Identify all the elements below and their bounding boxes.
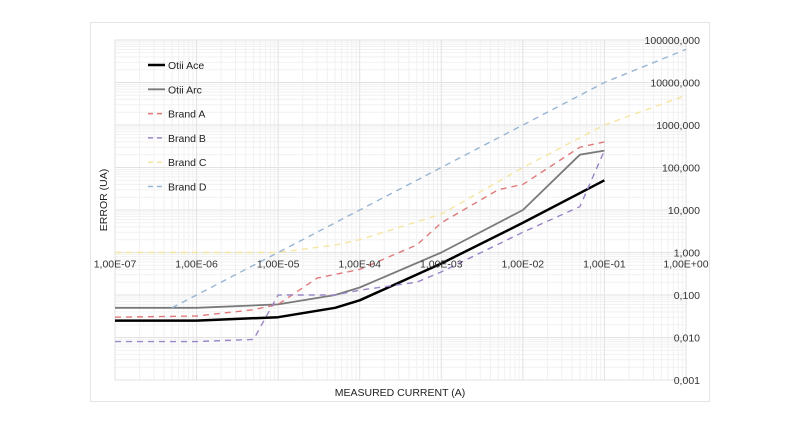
series-line-brand-a [114, 141, 605, 318]
legend-label: Brand A [168, 109, 205, 121]
series-line-brand-d [171, 48, 687, 309]
legend-label: Otii Ace [168, 60, 204, 72]
x-tick-label: 1,00E+00 [663, 259, 708, 271]
x-tick-label: 1,00E-07 [94, 259, 137, 271]
x-tick-label: 1,00E-01 [583, 259, 626, 271]
y-tick-label: 10000,000 [650, 78, 700, 90]
legend-label: Brand C [168, 157, 207, 169]
y-tick-label: 1000,000 [656, 120, 700, 132]
x-tick-label: 1,00E-04 [338, 259, 381, 271]
y-tick-label: 1,000 [674, 248, 700, 260]
y-tick-label: 10,000 [668, 205, 700, 217]
y-tick-label: 0,100 [674, 290, 700, 302]
series-line-brand-c [115, 94, 687, 254]
legend-label: Brand B [168, 133, 206, 145]
legend-label: Brand D [168, 182, 207, 194]
y-tick-label: 0,001 [674, 375, 700, 387]
x-tick-label: 1,00E-05 [257, 259, 300, 271]
y-tick-label: 0,010 [674, 333, 700, 345]
y-tick-label: 100,000 [662, 163, 700, 175]
series-line-otii-arc [115, 149, 605, 309]
y-tick-label: 100000,000 [645, 35, 701, 47]
series-line-brand-b [115, 150, 606, 343]
x-axis-title: MEASURED CURRENT (A) [335, 387, 465, 399]
chart-frame [90, 22, 710, 402]
legend-label: Otii Arc [168, 84, 202, 96]
x-tick-label: 1,00E-06 [175, 259, 218, 271]
x-tick-label: 1,00E-03 [420, 259, 463, 271]
x-tick-label: 1,00E-02 [502, 259, 545, 271]
series-line-otii-ace [115, 179, 605, 322]
y-axis-title: ERROR (UA) [98, 169, 110, 231]
